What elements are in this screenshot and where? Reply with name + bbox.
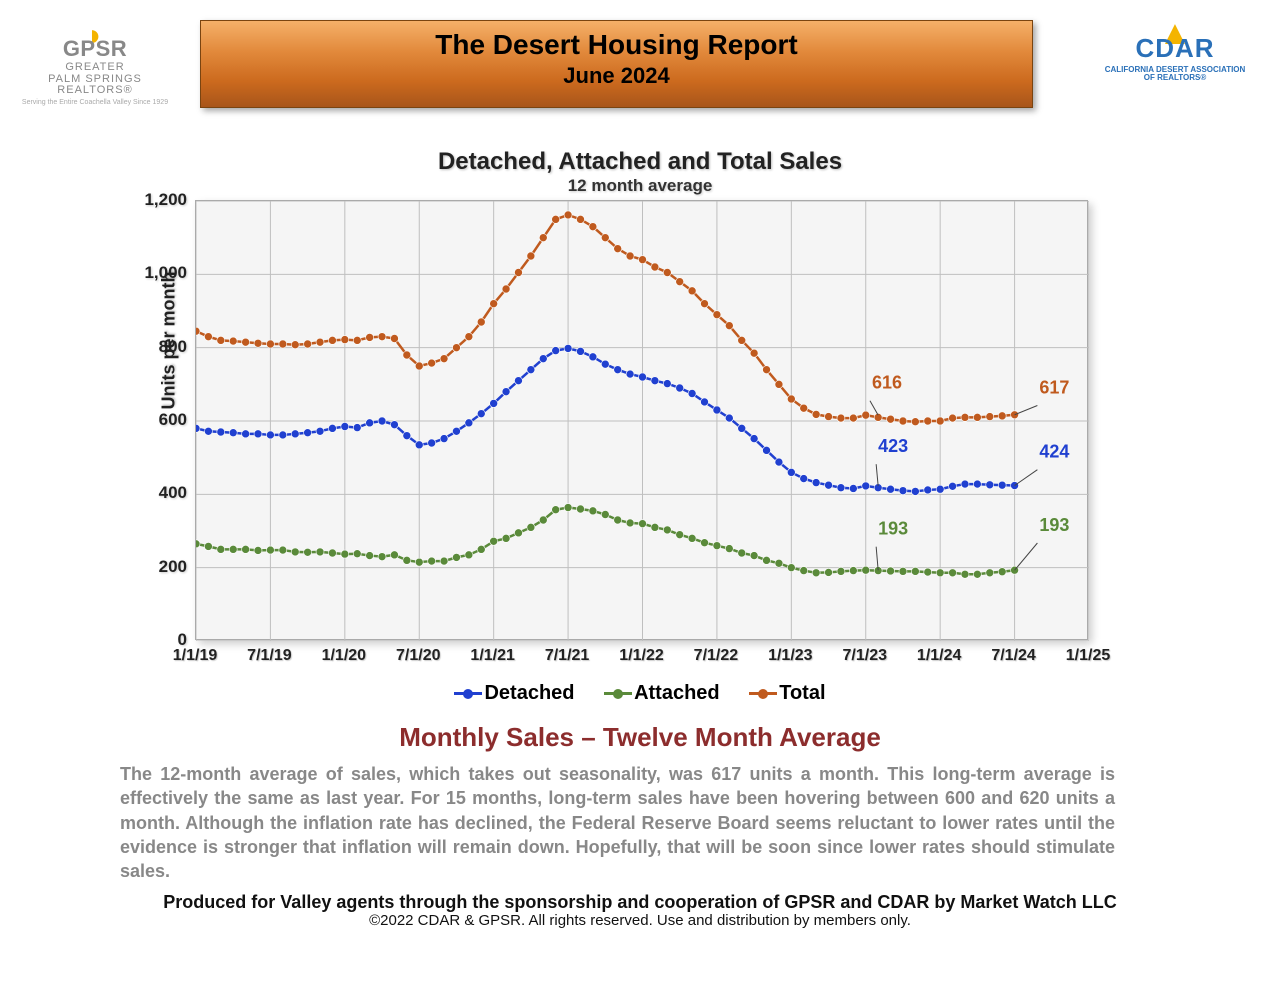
x-tick: 7/1/24 [991,647,1035,665]
chart-svg: 616 423 193 617 424 193 [196,201,1089,641]
x-tick: 7/1/23 [843,647,887,665]
y-tick: 800 [137,337,187,357]
legend: Detached Attached Total [0,678,1280,705]
x-tick: 7/1/21 [545,647,589,665]
cdar-logo: ▲ CDAR CALIFORNIA DESERT ASSOCIATION OF … [1090,30,1260,83]
gpsr-tagline: Serving the Entire Coachella Valley Sinc… [10,99,180,106]
legend-detached: Detached [454,682,574,705]
x-tick: 1/1/20 [322,647,366,665]
x-tick: 1/1/22 [619,647,663,665]
legend-detached-label: Detached [484,682,574,705]
x-tick: 1/1/24 [917,647,961,665]
section-title: Monthly Sales – Twelve Month Average [0,722,1280,753]
svg-text:423: 423 [878,436,908,456]
svg-text:193: 193 [878,519,908,539]
x-tick: 1/1/25 [1066,647,1110,665]
gpsr-full: GREATER PALM SPRINGS REALTORS® [10,62,180,97]
x-tick: 7/1/19 [247,647,291,665]
chart-subtitle: 12 month average [0,176,1280,196]
gpsr-abbr: GPSR [63,36,127,61]
plot-background: 616 423 193 617 424 193 [195,200,1088,640]
body-paragraph: The 12-month average of sales, which tak… [120,762,1115,883]
cdar-abbr: CDAR [1090,33,1260,64]
footer-sponsor: Produced for Valley agents through the s… [0,892,1280,913]
x-tick: 1/1/21 [470,647,514,665]
y-tick: 1,000 [137,263,187,283]
y-tick: 600 [137,410,187,430]
header: ◗ GPSR GREATER PALM SPRINGS REALTORS® Se… [0,20,1280,110]
chart-area: 616 423 193 617 424 193 [195,200,1088,640]
y-tick: 1,200 [137,190,187,210]
legend-attached-label: Attached [634,682,720,705]
title-banner: The Desert Housing Report June 2024 [200,20,1033,108]
svg-text:424: 424 [1039,442,1069,462]
x-tick: 7/1/22 [694,647,738,665]
footer-copyright: ©2022 CDAR & GPSR. All rights reserved. … [0,912,1280,929]
svg-text:617: 617 [1039,378,1069,398]
legend-total-label: Total [779,682,825,705]
svg-text:616: 616 [872,373,902,393]
cdar-tagline: CALIFORNIA DESERT ASSOCIATION OF REALTOR… [1090,66,1260,83]
chart-title: Detached, Attached and Total Sales [0,148,1280,176]
y-tick: 400 [137,483,187,503]
x-tick: 7/1/20 [396,647,440,665]
chart-title-block: Detached, Attached and Total Sales 12 mo… [0,148,1280,196]
gpsr-logo: ◗ GPSR GREATER PALM SPRINGS REALTORS® Se… [10,30,180,106]
legend-attached: Attached [604,682,720,705]
svg-text:193: 193 [1039,515,1069,535]
report-title: The Desert Housing Report [201,29,1032,61]
y-tick: 200 [137,557,187,577]
legend-total: Total [749,682,825,705]
report-date: June 2024 [201,63,1032,89]
x-tick: 1/1/23 [768,647,812,665]
x-tick: 1/1/19 [173,647,217,665]
